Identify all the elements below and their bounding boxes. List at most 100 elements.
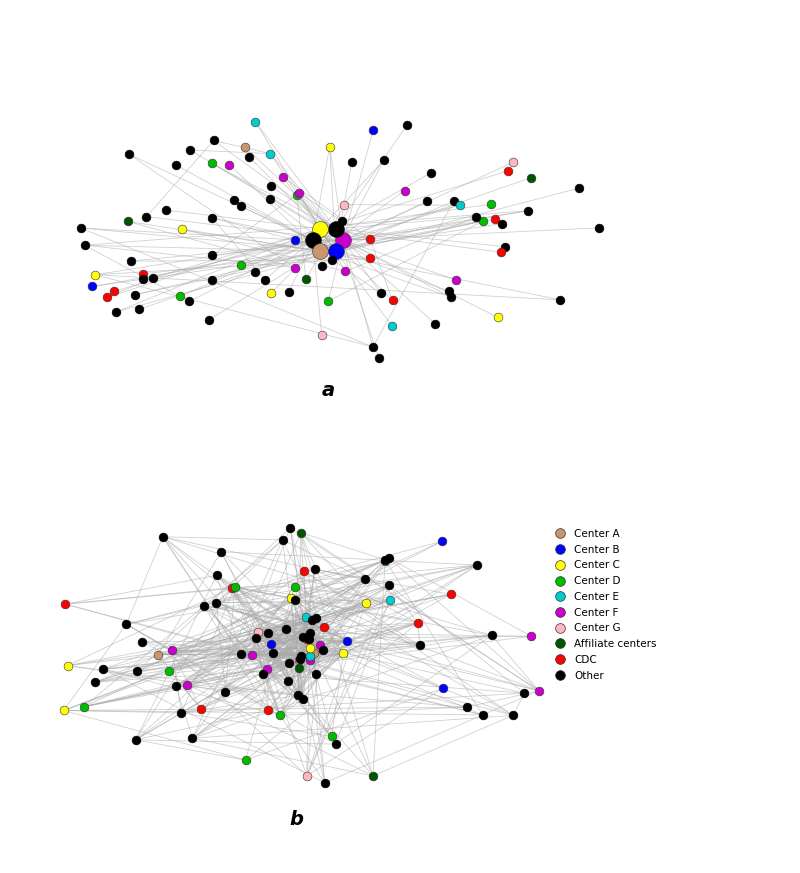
Point — [264, 147, 277, 161]
Point — [228, 581, 241, 595]
Point — [274, 708, 286, 722]
Point — [337, 233, 350, 247]
Point — [495, 217, 508, 230]
Point — [411, 616, 424, 630]
Point — [146, 271, 159, 285]
Point — [235, 258, 248, 272]
Point — [282, 656, 295, 670]
Point — [317, 643, 330, 657]
Point — [318, 776, 331, 790]
Point — [358, 572, 371, 586]
Point — [297, 691, 310, 705]
Point — [401, 118, 414, 132]
Point — [470, 558, 483, 572]
Point — [364, 232, 377, 246]
Point — [309, 562, 322, 576]
Point — [206, 272, 218, 286]
Point — [159, 203, 172, 217]
Legend: Center A, Center B, Center C, Center D, Center E, Center F, Center G, Affiliate : Center A, Center B, Center C, Center D, … — [550, 529, 657, 681]
Text: a: a — [322, 381, 334, 400]
Point — [322, 294, 334, 308]
Point — [186, 732, 199, 746]
Point — [443, 285, 456, 299]
Point — [223, 157, 236, 171]
Point — [303, 649, 316, 663]
Point — [386, 320, 399, 333]
Point — [461, 700, 474, 714]
Point — [498, 240, 511, 254]
Point — [314, 638, 326, 652]
Point — [122, 148, 135, 162]
Point — [303, 653, 316, 667]
Point — [101, 290, 114, 304]
Point — [97, 663, 110, 677]
Point — [414, 638, 426, 652]
Point — [314, 244, 326, 258]
Point — [386, 293, 399, 307]
Point — [293, 652, 306, 666]
Point — [219, 685, 232, 699]
Point — [378, 553, 391, 567]
Point — [239, 753, 252, 767]
Point — [246, 649, 258, 663]
Point — [300, 769, 313, 783]
Point — [437, 681, 450, 695]
Point — [262, 626, 274, 640]
Point — [262, 704, 274, 718]
Point — [284, 520, 297, 534]
Point — [110, 305, 122, 319]
Point — [228, 193, 241, 207]
Point — [421, 195, 434, 209]
Point — [198, 599, 210, 613]
Point — [524, 171, 537, 185]
Point — [276, 533, 289, 546]
Point — [302, 631, 315, 645]
Point — [374, 286, 387, 300]
Point — [183, 143, 196, 157]
Point — [265, 286, 278, 300]
Point — [206, 210, 218, 224]
Point — [429, 317, 442, 331]
Text: b: b — [289, 809, 303, 828]
Point — [502, 164, 514, 178]
Point — [554, 292, 566, 306]
Point — [129, 288, 142, 302]
Point — [156, 530, 169, 544]
Point — [295, 649, 308, 663]
Point — [525, 629, 538, 643]
Point — [383, 593, 396, 607]
Point — [306, 233, 319, 247]
Point — [470, 210, 482, 223]
Point — [170, 158, 182, 172]
Point — [261, 662, 274, 676]
Point — [485, 197, 498, 211]
Point — [264, 637, 277, 651]
Point — [289, 233, 302, 247]
Point — [346, 155, 358, 168]
Point — [476, 708, 489, 722]
Point — [476, 214, 489, 228]
Point — [310, 611, 322, 625]
Point — [325, 729, 338, 743]
Point — [78, 699, 90, 713]
Point — [315, 328, 328, 342]
Point — [202, 313, 215, 327]
Point — [299, 272, 312, 285]
Point — [294, 526, 307, 540]
Point — [366, 123, 379, 137]
Point — [282, 285, 295, 299]
Point — [256, 667, 269, 681]
Point — [214, 545, 227, 559]
Point — [310, 668, 322, 682]
Point — [293, 662, 306, 676]
Point — [366, 769, 379, 783]
Point — [314, 222, 326, 236]
Point — [163, 663, 176, 677]
Point — [266, 646, 279, 660]
Point — [59, 597, 72, 611]
Point — [258, 272, 271, 286]
Point — [299, 610, 312, 624]
Point — [170, 679, 182, 693]
Point — [293, 186, 306, 200]
Point — [133, 302, 146, 316]
